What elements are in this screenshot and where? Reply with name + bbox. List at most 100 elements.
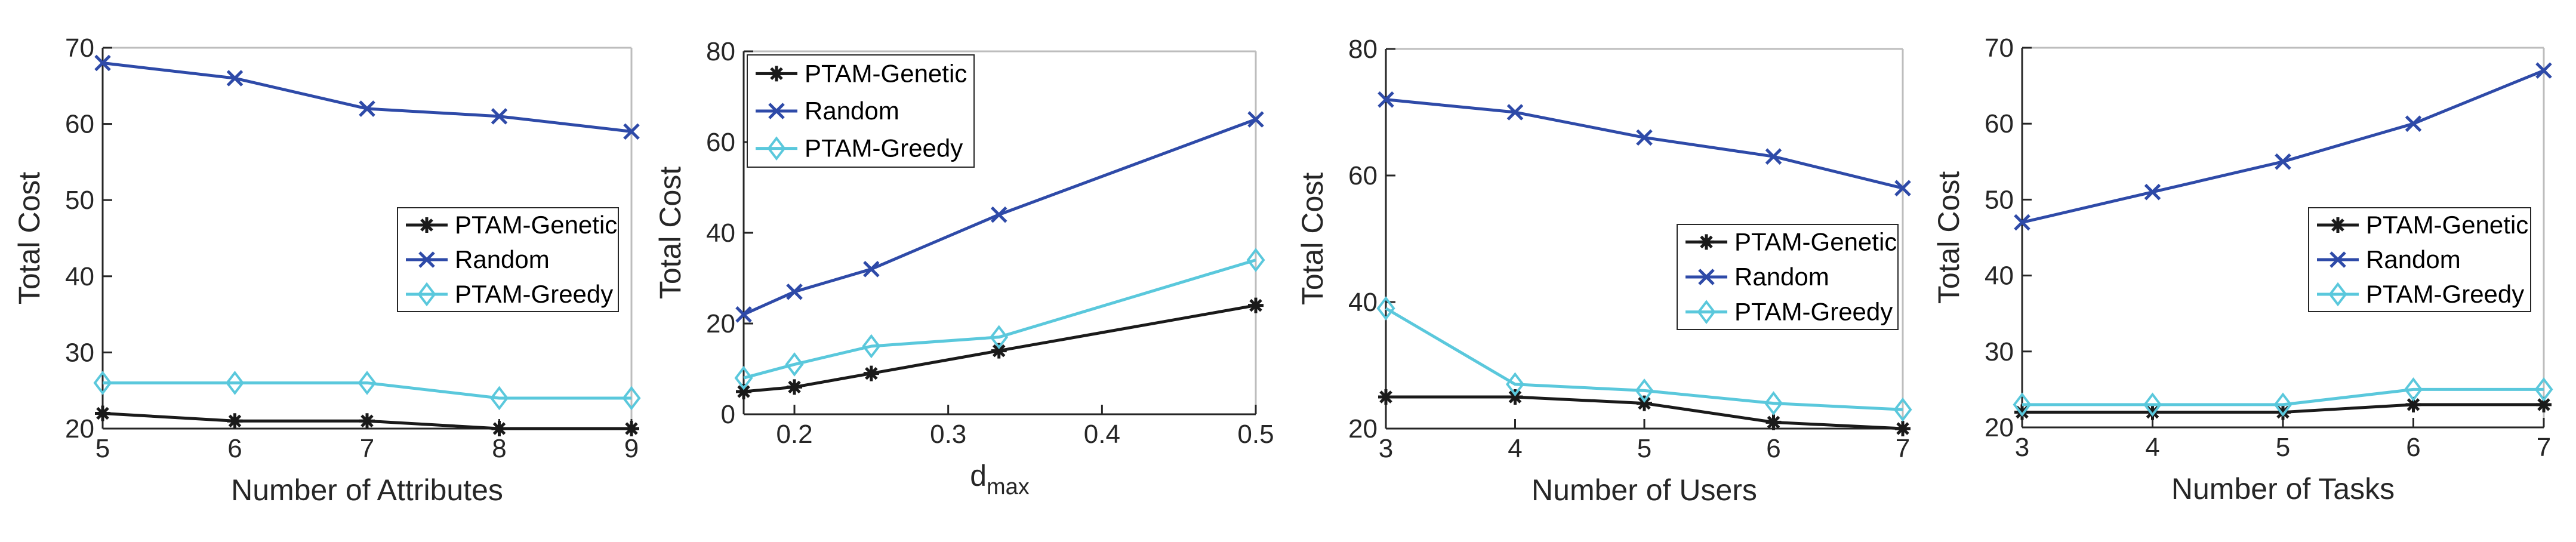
x-tick-label: 0.3 bbox=[930, 420, 966, 449]
chart-panel-4: 3 4 5 6 7 20 30 40 50 60 70 Number of Tasks Total Co… bbox=[1932, 33, 2553, 506]
data-point-ptam-genetic bbox=[787, 379, 803, 395]
data-point-ptam-greedy bbox=[1764, 391, 1783, 415]
data-point-ptam-genetic bbox=[1765, 414, 1782, 430]
series-line-random bbox=[2022, 69, 2544, 224]
data-point-ptam-greedy bbox=[862, 334, 881, 359]
y-tick-label: 20 bbox=[65, 414, 94, 444]
x-tick-label: 4 bbox=[2145, 433, 2159, 462]
y-tick-label: 0 bbox=[721, 400, 735, 429]
x-axis-label: dmax bbox=[970, 459, 1030, 500]
data-point-ptam-greedy bbox=[358, 371, 377, 395]
x-axis-label: Number of Attributes bbox=[231, 473, 503, 507]
series-ptam-genetic bbox=[2014, 396, 2552, 420]
data-point-random bbox=[1247, 111, 1264, 128]
data-point-random bbox=[623, 123, 640, 140]
legend: PTAM-Genetic Random PTAM-Greedy bbox=[747, 54, 975, 168]
data-point-ptam-greedy bbox=[1893, 397, 1912, 422]
x-tick-label: 6 bbox=[1766, 434, 1780, 463]
series-ptam-greedy bbox=[93, 371, 641, 411]
data-point-ptam-greedy bbox=[1246, 248, 1265, 272]
series-random bbox=[1378, 91, 1911, 196]
series-line-ptam-greedy bbox=[103, 381, 631, 400]
x-tick-label: 0.2 bbox=[776, 420, 812, 449]
y-axis-label: Total Cost bbox=[1932, 171, 1965, 304]
data-point-ptam-genetic bbox=[1895, 421, 1911, 436]
y-tick-label: 60 bbox=[1348, 161, 1378, 190]
x-tick-label: 7 bbox=[1896, 434, 1910, 463]
x-tick-label: 0.5 bbox=[1237, 420, 1274, 449]
legend-marker-ptam-genetic bbox=[419, 217, 435, 233]
data-point-ptam-greedy bbox=[2013, 392, 2032, 417]
data-point-ptam-genetic bbox=[359, 413, 375, 429]
y-tick-label: 60 bbox=[706, 128, 735, 157]
chart-panel-1: 5 6 7 8 9 20 30 40 50 60 70 Number of Attributes Tot… bbox=[13, 33, 641, 507]
data-point-random bbox=[2535, 62, 2552, 79]
legend-marker-ptam-genetic bbox=[2330, 217, 2346, 233]
x-tick-label: 3 bbox=[1379, 434, 1393, 463]
data-point-ptam-greedy bbox=[93, 371, 112, 395]
x-tick-label: 6 bbox=[227, 434, 242, 463]
data-point-ptam-genetic bbox=[2014, 404, 2030, 420]
data-point-random bbox=[2275, 153, 2291, 170]
chart-panel-2: 0.2 0.3 0.4 0.5 0 20 40 60 80 dmax Total Cost PTAM-… bbox=[654, 37, 1274, 500]
data-point-ptam-greedy bbox=[2143, 392, 2162, 417]
legend-label-random: Random bbox=[805, 97, 899, 125]
data-point-ptam-genetic bbox=[624, 421, 639, 436]
data-point-ptam-genetic bbox=[2405, 396, 2421, 412]
y-tick-label: 70 bbox=[1985, 33, 2014, 63]
series-random bbox=[94, 54, 640, 140]
series-ptam-genetic bbox=[1378, 389, 1911, 436]
data-point-ptam-genetic bbox=[2144, 404, 2161, 420]
legend-label-random: Random bbox=[2366, 245, 2461, 273]
data-point-ptam-greedy bbox=[990, 325, 1009, 350]
y-tick-label: 30 bbox=[1985, 337, 2014, 367]
series-ptam-greedy bbox=[734, 248, 1265, 390]
data-point-random bbox=[2144, 183, 2161, 201]
data-point-ptam-greedy bbox=[1376, 296, 1395, 321]
legend: PTAM-Genetic Random PTAM-Greedy bbox=[1677, 224, 1899, 330]
legend-marker-ptam-greedy bbox=[2328, 282, 2347, 307]
x-tick-label: 8 bbox=[492, 434, 506, 463]
legend-label-ptam-greedy: PTAM-Greedy bbox=[2366, 280, 2524, 308]
data-point-ptam-greedy bbox=[2273, 392, 2292, 417]
x-tick-label: 5 bbox=[95, 434, 110, 463]
legend-marker-ptam-genetic bbox=[769, 66, 784, 82]
data-point-ptam-genetic bbox=[863, 365, 879, 381]
legend-label-random: Random bbox=[455, 245, 550, 273]
y-tick-label: 50 bbox=[65, 186, 94, 215]
x-axis-label: Number of Tasks bbox=[2171, 472, 2395, 506]
series-ptam-greedy bbox=[2013, 377, 2553, 417]
data-point-ptam-greedy bbox=[1505, 372, 1525, 397]
data-point-ptam-genetic bbox=[1637, 395, 1652, 411]
series-line-ptam-greedy bbox=[1385, 307, 1903, 411]
data-point-ptam-genetic bbox=[736, 384, 751, 399]
x-tick-label: 9 bbox=[624, 434, 639, 463]
data-point-random bbox=[786, 284, 803, 300]
data-point-ptam-genetic bbox=[1507, 389, 1523, 405]
series-line-random bbox=[1385, 98, 1903, 190]
data-point-random bbox=[94, 54, 111, 72]
data-point-ptam-greedy bbox=[734, 365, 753, 390]
data-point-random bbox=[1506, 104, 1524, 121]
y-tick-label: 30 bbox=[65, 338, 94, 367]
x-tick-label: 7 bbox=[2537, 433, 2551, 462]
y-axis-label: Total Cost bbox=[13, 172, 46, 304]
data-point-random bbox=[735, 306, 752, 323]
legend-marker-random bbox=[418, 251, 435, 268]
data-point-ptam-greedy bbox=[1635, 378, 1654, 403]
y-tick-label: 60 bbox=[65, 110, 94, 139]
data-point-random bbox=[1378, 91, 1394, 108]
data-point-ptam-genetic bbox=[95, 405, 110, 421]
y-tick-label: 70 bbox=[65, 33, 94, 63]
data-point-ptam-greedy bbox=[2404, 377, 2423, 402]
x-tick-label: 3 bbox=[2015, 433, 2029, 462]
data-point-ptam-genetic bbox=[991, 343, 1007, 359]
legend-label-ptam-genetic: PTAM-Genetic bbox=[805, 59, 967, 87]
series-random bbox=[2014, 62, 2552, 231]
data-point-random bbox=[990, 206, 1007, 223]
y-tick-label: 40 bbox=[1348, 288, 1378, 317]
data-point-ptam-greedy bbox=[2534, 377, 2553, 402]
data-point-random bbox=[1894, 180, 1911, 196]
y-axis-label: Total Cost bbox=[1296, 173, 1329, 305]
x-axis-label-subscript: max bbox=[987, 475, 1030, 500]
